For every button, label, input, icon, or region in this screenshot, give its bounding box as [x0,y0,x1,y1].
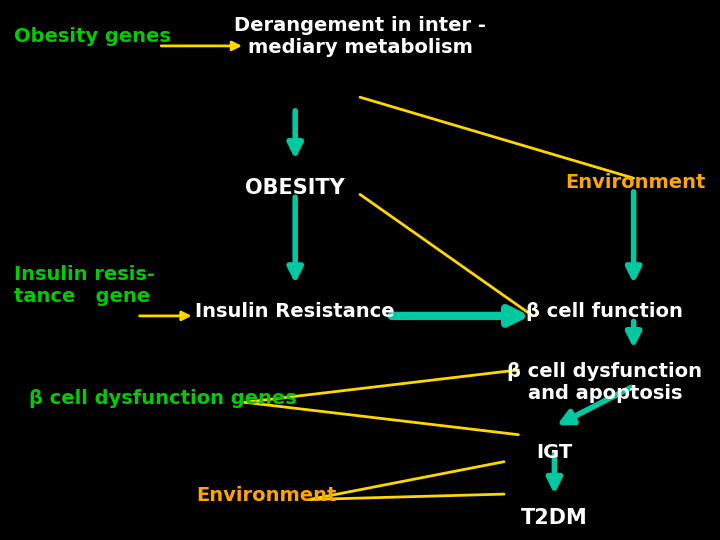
Text: Environment: Environment [197,486,336,505]
Text: T2DM: T2DM [521,508,588,528]
Text: β cell dysfunction
and apoptosis: β cell dysfunction and apoptosis [508,362,702,403]
Text: IGT: IGT [536,443,572,462]
Text: Obesity genes: Obesity genes [14,27,171,46]
Text: Derangement in inter -
mediary metabolism: Derangement in inter - mediary metabolis… [234,16,486,57]
Text: OBESITY: OBESITY [246,178,345,198]
Text: Insulin Resistance: Insulin Resistance [195,302,395,321]
Text: Insulin resis-
tance   gene: Insulin resis- tance gene [14,265,156,306]
Text: Environment: Environment [565,173,706,192]
Text: β cell function: β cell function [526,302,683,321]
Text: β cell dysfunction genes: β cell dysfunction genes [29,389,297,408]
